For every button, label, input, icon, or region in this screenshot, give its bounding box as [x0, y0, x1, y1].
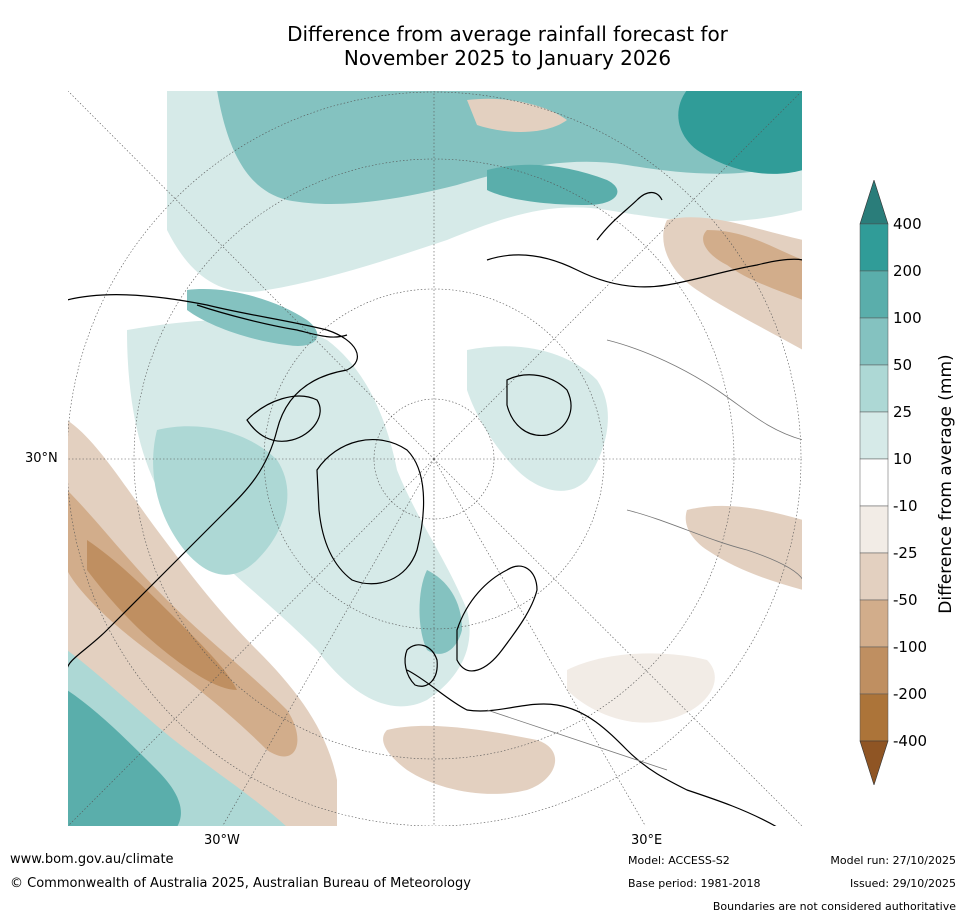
- footer-boundaries-note: Boundaries are not considered authoritat…: [712, 900, 956, 913]
- coastline-canadian-archipelago: [246, 395, 321, 442]
- meridian-45w: [67, 458, 435, 827]
- colorbar-block: [859, 693, 889, 742]
- anomaly-region-atlantic-wet: [127, 320, 470, 707]
- colorbar-tick-label: 25: [893, 403, 913, 421]
- footer-base-period: Base period: 1981-2018: [628, 877, 761, 890]
- colorbar: [859, 180, 889, 785]
- colorbar-block: [859, 364, 889, 413]
- anomaly-region-hudson-wet: [187, 289, 318, 346]
- colorbar-tick-label: 10: [893, 450, 913, 468]
- anomaly-region-pacific-dry-strong: [87, 540, 237, 690]
- chart-title: Difference from average rainfall forecas…: [200, 22, 815, 70]
- coastlines: [67, 191, 803, 827]
- coastline-north-america: [67, 293, 358, 671]
- colorbar-tick-label: -100: [893, 638, 928, 656]
- colorbar-tick-label: 50: [893, 356, 913, 374]
- anomaly-region-east-europe-dry: [567, 653, 715, 723]
- lat-circle-40: [133, 158, 735, 760]
- title-line-1: Difference from average rainfall forecas…: [287, 22, 728, 46]
- colorbar-tick-label: -400: [893, 732, 928, 750]
- coastline-kamchatka: [596, 191, 663, 241]
- colorbar-tick-label: -200: [893, 685, 928, 703]
- anomaly-region-mediterranean-dry: [383, 725, 556, 794]
- boundary-europe: [486, 709, 668, 771]
- colorbar-block: [859, 646, 889, 695]
- colorbar-block: [859, 223, 889, 272]
- meridian-30e: [433, 458, 647, 827]
- anomaly-region-south-asia-dry: [685, 505, 803, 590]
- colorbar-title: Difference from average (mm): [936, 354, 956, 614]
- anomaly-region-asia-dry-core: [703, 230, 803, 300]
- colorbar-block: [859, 458, 889, 507]
- coastline-alaska: [196, 304, 348, 338]
- footer-copyright: © Commonwealth of Australia 2025, Austra…: [10, 876, 471, 891]
- title-line-2: November 2025 to January 2026: [343, 46, 672, 70]
- footer-issued: Issued: 29/10/2025: [849, 877, 956, 890]
- colorbar-block: [859, 552, 889, 601]
- country-boundaries: [486, 339, 803, 771]
- anomaly-region-north-dry-patch: [467, 98, 567, 132]
- colorbar-block: [859, 317, 889, 366]
- colorbar-extend-bottom: [859, 740, 889, 785]
- colorbar-tick-label: -25: [893, 544, 918, 562]
- boundary-central-asia: [626, 509, 803, 581]
- colorbar-extend-top: [859, 180, 889, 225]
- lon-label-30w: 30°W: [204, 833, 240, 848]
- meridian-30w: [221, 458, 435, 827]
- meridian-45e: [433, 458, 803, 827]
- coastline-british-isles: [404, 644, 438, 687]
- coastline-russia-arctic: [506, 374, 572, 436]
- lon-label-30e: 30°E: [631, 833, 663, 848]
- footer-url[interactable]: www.bom.gov.au/climate: [10, 852, 174, 867]
- colorbar-block: [859, 411, 889, 460]
- map-border: [67, 90, 803, 827]
- lat-circle-60: [263, 288, 605, 630]
- coastline-scandinavia: [456, 565, 538, 672]
- lat-circle-30: [67, 91, 802, 827]
- anomaly-region-greenland-wet: [153, 426, 288, 575]
- colorbar-block: [859, 599, 889, 648]
- anomaly-region-arctic-wet: [467, 346, 608, 491]
- meridian-135w: [67, 90, 435, 460]
- colorbar-block: [859, 505, 889, 554]
- boundary-russia: [606, 339, 803, 441]
- meridian-135e: [433, 90, 803, 460]
- colorbar-tick-label: -50: [893, 591, 918, 609]
- coastline-europe: [406, 669, 778, 827]
- colorbar-tick-label: 400: [893, 215, 922, 233]
- anomaly-region-pacific-dry-core: [67, 490, 298, 757]
- colorbar-tick-label: -10: [893, 497, 918, 515]
- graticule: [67, 90, 803, 827]
- anomaly-region-top-right-wet-core: [678, 90, 803, 174]
- colorbar-tick-label: 200: [893, 262, 922, 280]
- colorbar-tick-label: 100: [893, 309, 922, 327]
- footer-model: Model: ACCESS-S2: [628, 854, 730, 867]
- anomaly-region-north-pacific-wet-core: [67, 690, 181, 827]
- anomaly-region-top-wet: [217, 90, 803, 205]
- footer-model-run: Model run: 27/10/2025: [830, 854, 956, 867]
- coastline-siberia: [486, 254, 803, 288]
- coastline-greenland: [316, 439, 425, 585]
- anomaly-region-norway-wet: [419, 570, 462, 654]
- colorbar-block: [859, 270, 889, 319]
- lat-label-30n: 30°N: [25, 451, 58, 466]
- anomaly-region-siberia-wet: [487, 164, 618, 205]
- forecast-map: [67, 90, 803, 827]
